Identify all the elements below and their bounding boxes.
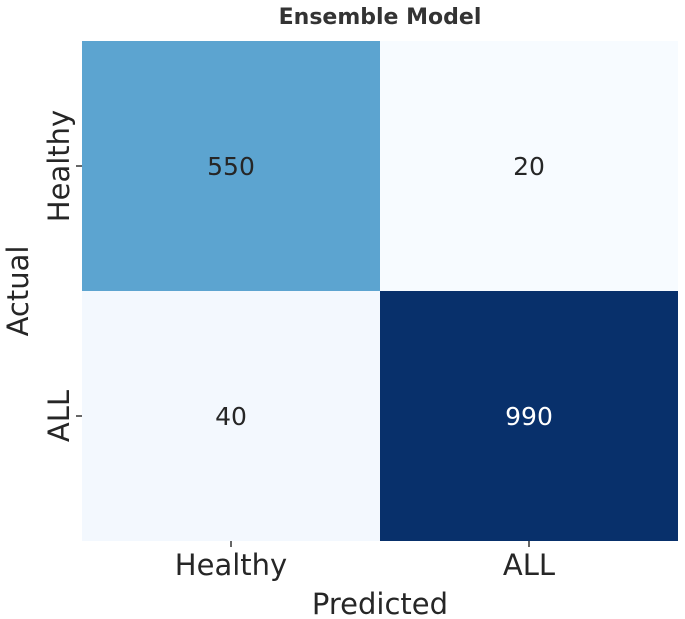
y-tick-label-1: ALL	[42, 390, 76, 442]
heatmap-cell-labels: 550 20 40 990	[207, 152, 553, 431]
y-tick-label-0: Healthy	[42, 110, 76, 222]
heatmap-cells	[82, 41, 678, 541]
x-tick-label-0: Healthy	[175, 548, 287, 582]
cell-value-label-0-1: 20	[513, 152, 545, 181]
heatmap-cell-1-1	[380, 291, 678, 541]
x-axis-ticks: Healthy ALL	[175, 541, 555, 582]
cell-value-label-0-0: 550	[207, 152, 255, 181]
x-axis-label: Predicted	[312, 587, 448, 619]
cell-value-label-1-0: 40	[215, 402, 247, 431]
x-tick-label-1: ALL	[503, 548, 555, 582]
y-axis-ticks: Healthy ALL	[42, 110, 82, 442]
chart-title: Ensemble Model	[279, 5, 482, 30]
heatmap-cell-0-0	[82, 41, 380, 291]
heatmap-cell-0-1	[380, 41, 678, 291]
heatmap-cell-1-0	[82, 291, 380, 541]
cell-value-label-1-1: 990	[505, 402, 553, 431]
y-axis-label: Actual	[1, 246, 35, 337]
